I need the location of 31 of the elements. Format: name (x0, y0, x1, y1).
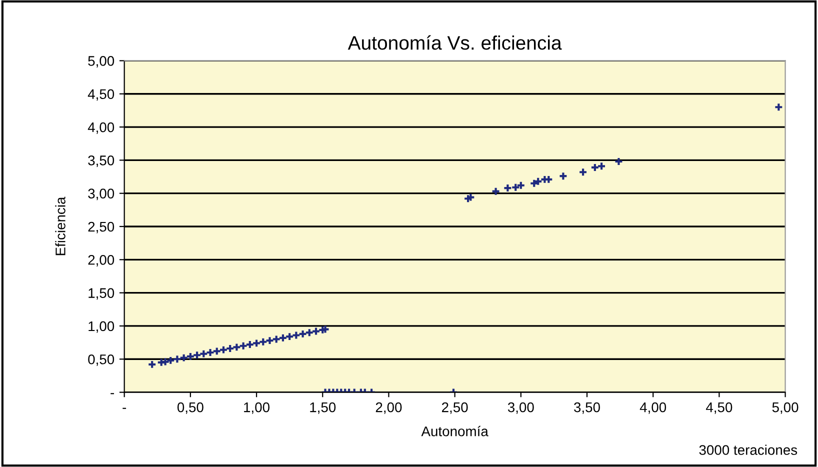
x-tick-label: 1,50 (310, 402, 336, 414)
y-tick-label: 3,50 (88, 156, 114, 167)
y-tick-label: 1,50 (88, 288, 114, 300)
y-tick-label: 4,50 (88, 89, 114, 101)
point (320, 324, 330, 334)
y-axis-title: Eficiencia (55, 196, 66, 256)
y-tick-label: 3,00 (88, 188, 114, 200)
x-tick-label: - (122, 408, 126, 409)
chart-title: Autonomía Vs. eficiencia (348, 35, 562, 50)
x-tick-label: 4,00 (640, 402, 666, 414)
x-tick-label: 0,50 (177, 402, 204, 414)
x-tick-label: 5,00 (772, 402, 798, 414)
x-tick-label: 2,00 (376, 402, 402, 414)
x-tick-label: 2,50 (442, 402, 468, 414)
point (774, 102, 784, 112)
point (614, 156, 624, 166)
point (558, 172, 568, 181)
y-tick-label: 4,00 (88, 122, 114, 134)
y-tick-label: 1,00 (88, 321, 114, 333)
text: 3000 teraciones (699, 444, 798, 455)
x-tick-label: 3,00 (508, 402, 534, 414)
x-axis-title: Autonomía (421, 426, 488, 436)
y-tick-label: 2,50 (88, 222, 114, 234)
x-tick-label: 1,00 (244, 402, 270, 414)
x-tick-label: 3,50 (574, 402, 600, 414)
y-tick-label: - (110, 393, 114, 394)
y-tick-label: 2,00 (88, 254, 114, 266)
y-tick-label: 0,50 (88, 354, 114, 366)
point (491, 186, 500, 196)
x-tick-label: 4,50 (706, 402, 732, 414)
y-tick-label: 5,00 (88, 56, 114, 68)
